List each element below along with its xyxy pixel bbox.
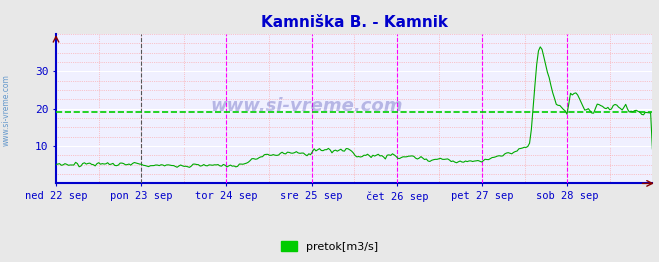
Title: Kamniška B. - Kamnik: Kamniška B. - Kamnik bbox=[261, 15, 447, 30]
Legend: pretok[m3/s]: pretok[m3/s] bbox=[276, 237, 383, 256]
Text: www.si-vreme.com: www.si-vreme.com bbox=[210, 97, 403, 115]
Text: www.si-vreme.com: www.si-vreme.com bbox=[2, 74, 11, 146]
